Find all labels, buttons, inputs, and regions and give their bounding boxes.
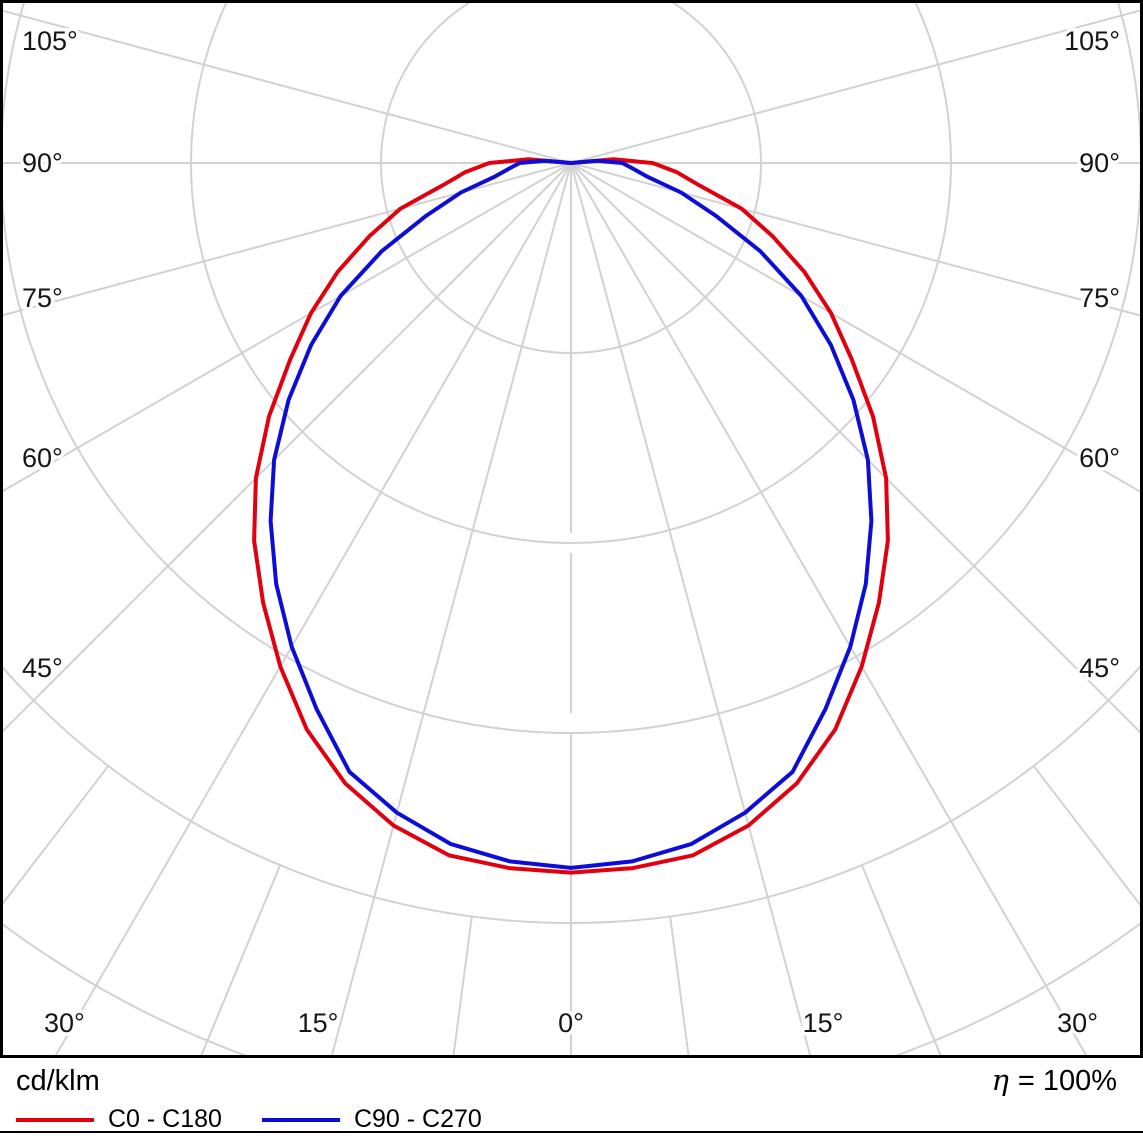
grid-radial-minor <box>452 916 473 1055</box>
grid-radial-minor <box>3 765 110 905</box>
angle-label: 105° <box>1064 26 1120 56</box>
angle-label: 15° <box>803 1008 844 1038</box>
grid-radial-minor <box>669 916 690 1055</box>
curve-C0-C180 <box>252 157 890 875</box>
footer: cd/klm η = 100% C0 - C180 C90 - C270 <box>0 1058 1143 1143</box>
angle-label: 60° <box>22 443 63 473</box>
grid-radial-major <box>570 162 1140 317</box>
angle-label: 45° <box>1079 653 1120 683</box>
grid-radial-major <box>54 162 572 1055</box>
grid-radial-major <box>570 162 1088 1055</box>
angle-label: 90° <box>22 148 63 178</box>
legend: C0 - C180 C90 - C270 <box>16 1105 482 1134</box>
efficiency-label: η = 100% <box>991 1063 1117 1098</box>
angle-label: 30° <box>44 1008 85 1038</box>
grid-radial-major <box>3 162 572 317</box>
angle-label: 75° <box>22 283 63 313</box>
grid-radial-major <box>570 162 1140 734</box>
grid-radial-major <box>3 162 572 733</box>
angle-label: 30° <box>1057 1008 1098 1038</box>
footer-rule <box>0 1131 1143 1133</box>
eta-value: = 100% <box>1017 1065 1117 1097</box>
polar-chart-svg: 105° 90° 75° 60° 45° 105° 90° 75° 60° 45° 30° 15° 0°… <box>3 3 1140 1055</box>
grid-radial-major <box>570 162 1140 493</box>
grid-radial-major <box>330 162 572 1055</box>
angle-label: 15° <box>298 1008 339 1038</box>
grid-radial-major <box>3 162 572 493</box>
footer-top-row: cd/klm η = 100% <box>16 1063 1117 1098</box>
legend-item-c0-c180: C0 - C180 <box>16 1105 222 1134</box>
curve-C90-C270 <box>268 158 874 870</box>
angle-label: 75° <box>1079 283 1120 313</box>
angle-label: 0° <box>558 1008 584 1038</box>
legend-line-blue <box>261 1117 340 1122</box>
grid-radial-major <box>570 9 1140 164</box>
units-label: cd/klm <box>16 1065 100 1097</box>
angle-label: 45° <box>22 653 63 683</box>
grid-radial-major <box>3 9 572 164</box>
eta-symbol: η <box>991 1063 1009 1097</box>
grid-radial-minor <box>200 864 282 1055</box>
legend-label-c90-c270: C90 - C270 <box>353 1105 482 1133</box>
angle-label: 60° <box>1079 443 1120 473</box>
legend-item-c90-c270: C90 - C270 <box>261 1105 482 1134</box>
polar-plot-area: 105° 90° 75° 60° 45° 105° 90° 75° 60° 45° 30° 15° 0°… <box>0 0 1143 1058</box>
legend-line-red <box>16 1117 94 1122</box>
angle-label: 90° <box>1079 148 1120 178</box>
angle-label: 105° <box>22 26 78 56</box>
grid-radial-minor <box>860 864 942 1055</box>
grid-radial-major <box>570 162 812 1055</box>
legend-label-c0-c180: C0 - C180 <box>108 1105 222 1133</box>
grid-radial-minor <box>1032 765 1140 907</box>
